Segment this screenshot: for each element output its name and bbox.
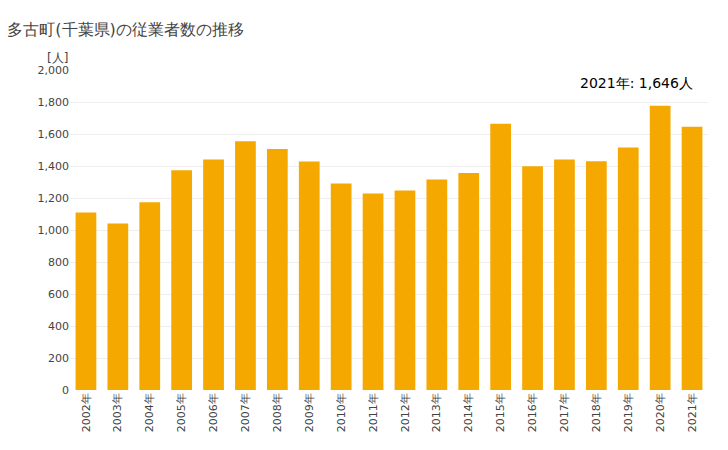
svg-text:2010年: 2010年 xyxy=(335,393,348,432)
svg-text:1,200: 1,200 xyxy=(38,192,70,205)
svg-text:2012年: 2012年 xyxy=(399,393,412,432)
svg-text:400: 400 xyxy=(48,320,69,333)
svg-text:2017年: 2017年 xyxy=(558,393,571,432)
svg-text:2015年: 2015年 xyxy=(494,393,507,432)
svg-text:200: 200 xyxy=(48,352,69,365)
svg-text:2021年: 1,646人: 2021年: 1,646人 xyxy=(580,75,693,91)
svg-text:2007年: 2007年 xyxy=(239,393,252,432)
svg-text:0: 0 xyxy=(62,384,69,397)
svg-text:2009年: 2009年 xyxy=(303,393,316,432)
svg-text:2016年: 2016年 xyxy=(526,393,539,432)
svg-text:[人]: [人] xyxy=(47,51,68,65)
svg-text:2011年: 2011年 xyxy=(367,393,380,432)
svg-text:1,800: 1,800 xyxy=(38,96,70,109)
svg-text:2008年: 2008年 xyxy=(271,393,284,432)
svg-text:2013年: 2013年 xyxy=(430,393,443,432)
svg-text:1,400: 1,400 xyxy=(38,160,70,173)
svg-text:2018年: 2018年 xyxy=(590,393,603,432)
svg-text:2006年: 2006年 xyxy=(207,393,220,432)
svg-text:2014年: 2014年 xyxy=(462,393,475,432)
svg-text:2004年: 2004年 xyxy=(143,393,156,432)
svg-text:1,000: 1,000 xyxy=(38,224,70,237)
svg-text:2021年: 2021年 xyxy=(686,393,699,432)
svg-text:2,000: 2,000 xyxy=(38,64,70,77)
svg-text:2002年: 2002年 xyxy=(80,393,93,432)
svg-text:2003年: 2003年 xyxy=(111,393,124,432)
svg-text:1,600: 1,600 xyxy=(38,128,70,141)
svg-text:多古町(千葉県)の従業者数の推移: 多古町(千葉県)の従業者数の推移 xyxy=(7,20,243,39)
svg-text:600: 600 xyxy=(48,288,69,301)
svg-text:2019年: 2019年 xyxy=(622,393,635,432)
svg-text:800: 800 xyxy=(48,256,69,269)
svg-text:2020年: 2020年 xyxy=(654,393,667,432)
svg-text:2005年: 2005年 xyxy=(175,393,188,432)
